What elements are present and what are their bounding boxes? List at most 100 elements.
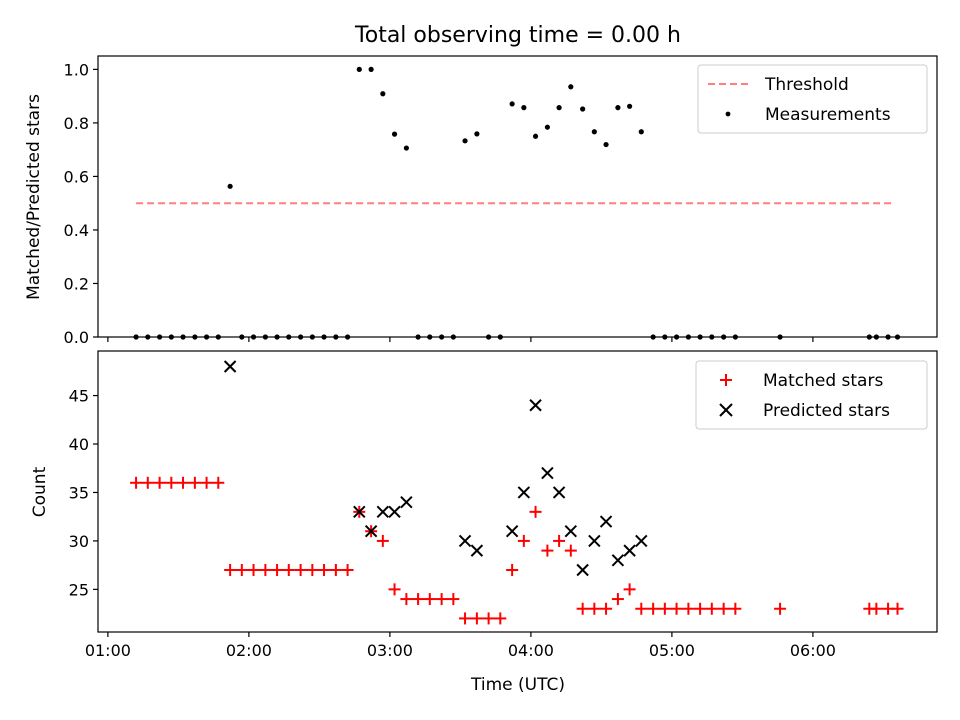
- measurement-point: [227, 183, 233, 189]
- count-legend-matched-swatch: [720, 374, 732, 386]
- count-axes: 25 30 35 40 45 01:00 02:00 03:00 04:00 05:00 06:00: [69, 387, 836, 660]
- ratio-axes: 0.0 0.2 0.4 0.6 0.8 1.0: [64, 60, 814, 347]
- predicted-point: [458, 534, 472, 548]
- ratio-y-tick-label: 0.6: [64, 167, 89, 186]
- matched-point: [306, 563, 319, 576]
- count-axes-frame: [97, 350, 938, 633]
- predicted-point: [470, 544, 484, 557]
- count-series-0: [130, 476, 904, 625]
- count-legend-box: [695, 360, 928, 430]
- predicted-point: [635, 534, 648, 548]
- matched-point: [400, 593, 413, 606]
- matched-point: [891, 602, 904, 615]
- matched-point: [235, 563, 248, 576]
- matched-point: [870, 602, 883, 615]
- predicted-point: [552, 486, 566, 499]
- measurement-point: [509, 101, 515, 107]
- matched-point: [694, 602, 707, 615]
- measurement-point: [580, 106, 586, 112]
- matched-point: [177, 476, 190, 489]
- matched-point: [423, 593, 436, 606]
- measurement-point: [462, 138, 468, 144]
- predicted-point: [623, 544, 636, 557]
- predicted-point: [541, 466, 554, 480]
- measurement-point: [556, 105, 562, 111]
- matched-point: [705, 602, 718, 615]
- count-legend: Matched stars Predicted stars: [695, 360, 928, 430]
- count-x-tick-label: 05:00: [649, 641, 695, 660]
- ratio-panel: 0.0 0.2 0.4 0.6 0.8 1.0 Matched/Predicted sta…: [24, 55, 938, 347]
- ratio-legend-box: [697, 64, 928, 134]
- ratio-legend-measurements-label: Measurements: [765, 105, 891, 125]
- ratio-legend: Threshold Measurements: [697, 64, 928, 134]
- count-legend-predicted-label: Predicted stars: [763, 401, 890, 421]
- predicted-point: [353, 505, 366, 519]
- matched-point: [482, 612, 495, 625]
- matched-point: [647, 602, 660, 615]
- count-legend-predicted-swatch: [719, 403, 733, 417]
- measurement-point: [603, 141, 609, 148]
- matched-point: [600, 602, 613, 615]
- measurement-point: [627, 103, 633, 109]
- matched-point: [529, 505, 542, 518]
- measurement-point: [521, 105, 527, 111]
- matched-point: [318, 563, 331, 576]
- count-legend-matched-label: Matched stars: [763, 371, 883, 391]
- matched-point: [774, 602, 787, 615]
- count-y-tick-label: 25: [69, 580, 89, 599]
- count-x-tick-label: 01:00: [85, 641, 131, 660]
- ratio-y-axis-label: Matched/Predicted stars: [24, 94, 44, 300]
- matched-point: [459, 612, 472, 625]
- matched-point: [658, 602, 671, 615]
- matched-point: [271, 563, 284, 576]
- predicted-point: [576, 563, 589, 577]
- count-x-tick-label: 03:00: [367, 641, 413, 660]
- matched-point: [717, 602, 730, 615]
- matched-point: [729, 602, 742, 615]
- matched-point: [447, 593, 460, 606]
- matched-point: [435, 593, 448, 606]
- measurement-point: [638, 129, 644, 135]
- count-y-axis-label: Count: [30, 466, 50, 517]
- matched-point: [388, 583, 401, 596]
- matched-point: [141, 476, 154, 489]
- measurement-point: [615, 105, 621, 111]
- matched-point: [294, 563, 307, 576]
- count-y-tick-label: 30: [69, 532, 89, 551]
- matched-point: [341, 563, 354, 576]
- matched-point: [470, 612, 483, 625]
- matched-point: [165, 476, 178, 489]
- measurement-point: [544, 124, 550, 130]
- predicted-point: [588, 534, 601, 548]
- ratio-y-tick-label: 0.4: [64, 221, 89, 240]
- matched-point: [212, 476, 225, 489]
- predicted-point: [376, 505, 390, 519]
- matched-point: [541, 544, 554, 557]
- predicted-point: [517, 486, 531, 499]
- matched-point: [247, 563, 260, 576]
- ratio-y-tick-label: 1.0: [64, 60, 89, 79]
- count-series-1: [223, 360, 648, 577]
- matched-point: [153, 476, 166, 489]
- matched-point: [376, 534, 389, 547]
- matched-point: [130, 476, 143, 489]
- ratio-y-tick-label: 0.2: [64, 274, 89, 293]
- predicted-point: [505, 525, 519, 538]
- matched-point: [412, 593, 425, 606]
- ratio-axes-frame: [97, 55, 938, 338]
- count-panel: 25 30 35 40 45 01:00 02:00 03:00 04:00 05:00 06:00…: [30, 350, 938, 695]
- matched-point: [576, 602, 589, 615]
- measurement-point: [356, 66, 362, 72]
- count-y-tick-label: 45: [69, 387, 89, 406]
- matched-point: [224, 563, 237, 576]
- matched-point: [259, 563, 272, 576]
- matched-point: [553, 534, 566, 547]
- matched-point: [635, 602, 648, 615]
- matched-point: [282, 563, 295, 576]
- predicted-point: [223, 360, 237, 373]
- measurement-point: [532, 133, 539, 139]
- measurement-point: [368, 66, 374, 72]
- matched-point: [329, 563, 342, 576]
- matched-point: [670, 602, 683, 615]
